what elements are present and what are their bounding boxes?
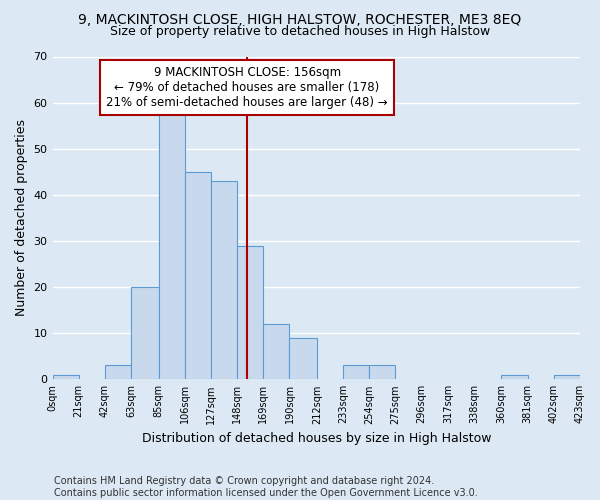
Bar — [105, 366, 131, 380]
Bar — [131, 287, 158, 380]
Bar — [369, 366, 395, 380]
Bar — [158, 112, 185, 380]
Bar — [289, 338, 317, 380]
Bar — [211, 181, 237, 380]
Text: 9, MACKINTOSH CLOSE, HIGH HALSTOW, ROCHESTER, ME3 8EQ: 9, MACKINTOSH CLOSE, HIGH HALSTOW, ROCHE… — [79, 12, 521, 26]
X-axis label: Distribution of detached houses by size in High Halstow: Distribution of detached houses by size … — [142, 432, 491, 445]
Text: Contains HM Land Registry data © Crown copyright and database right 2024.
Contai: Contains HM Land Registry data © Crown c… — [54, 476, 478, 498]
Bar — [185, 172, 211, 380]
Bar — [263, 324, 289, 380]
Bar — [53, 374, 79, 380]
Bar — [554, 374, 580, 380]
Bar — [343, 366, 369, 380]
Text: Size of property relative to detached houses in High Halstow: Size of property relative to detached ho… — [110, 25, 490, 38]
Bar — [502, 374, 527, 380]
Y-axis label: Number of detached properties: Number of detached properties — [15, 120, 28, 316]
Text: 9 MACKINTOSH CLOSE: 156sqm
← 79% of detached houses are smaller (178)
21% of sem: 9 MACKINTOSH CLOSE: 156sqm ← 79% of deta… — [106, 66, 388, 108]
Bar — [237, 246, 263, 380]
